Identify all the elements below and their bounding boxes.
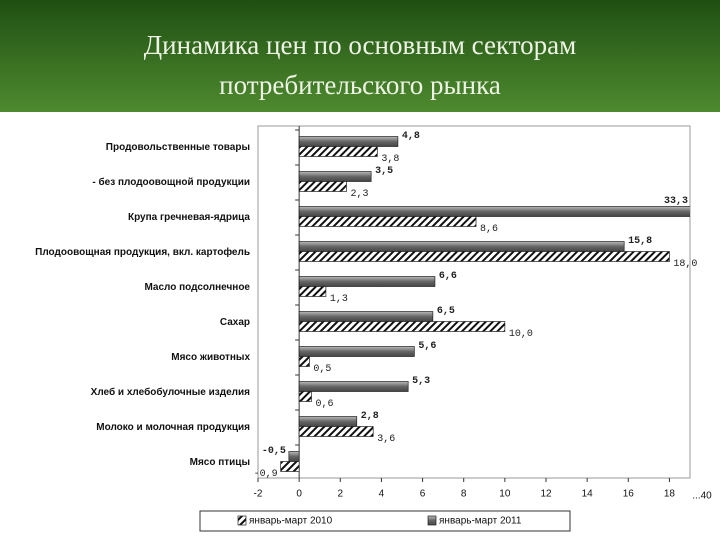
value-label: 3,8 bbox=[381, 154, 399, 165]
value-label: -0,5 bbox=[262, 446, 286, 457]
value-label: 4,8 bbox=[402, 131, 420, 142]
legend-label: январь-март 2011 bbox=[439, 516, 522, 527]
value-label: 5,3 bbox=[412, 376, 430, 387]
category-label: Крупа гречневая-ядрица bbox=[128, 212, 250, 223]
x-tick-label: 2 bbox=[338, 489, 344, 500]
bar bbox=[298, 171, 372, 182]
category-label: - без плодоовощной продукции bbox=[92, 176, 250, 188]
bar bbox=[298, 146, 378, 157]
value-label: 6,5 bbox=[437, 306, 455, 317]
bar bbox=[298, 241, 625, 252]
x-tick-label: 6 bbox=[420, 489, 426, 500]
title-line: Динамика цен по основным секторам bbox=[144, 30, 576, 60]
title-band bbox=[0, 0, 720, 112]
value-label: 8,6 bbox=[480, 224, 498, 235]
x-tick-label: -2 bbox=[254, 489, 263, 500]
bar bbox=[298, 391, 312, 402]
category-label: Хлеб и хлебобулочные изделия bbox=[91, 386, 251, 398]
bar bbox=[298, 381, 409, 392]
category-label: Плодоовощная продукция, вкл. картофель bbox=[35, 246, 250, 258]
bar bbox=[298, 276, 436, 287]
category-label: Масло подсолнечное bbox=[144, 282, 250, 293]
x-tick-label: 14 bbox=[582, 489, 594, 500]
bar bbox=[298, 346, 415, 357]
value-label: 2,8 bbox=[361, 411, 379, 422]
bar bbox=[298, 356, 310, 367]
axis-end-label: ...40 bbox=[692, 491, 712, 502]
bar bbox=[298, 286, 327, 297]
legend bbox=[199, 510, 571, 532]
legend-label: январь-март 2010 bbox=[249, 516, 333, 527]
value-label: -0,9 bbox=[254, 469, 278, 480]
bar bbox=[298, 426, 374, 437]
legend-swatch bbox=[427, 515, 437, 526]
bar bbox=[298, 136, 399, 147]
bar bbox=[298, 206, 690, 217]
bar bbox=[288, 451, 300, 462]
x-tick-label: 10 bbox=[499, 489, 511, 500]
x-tick-label: 18 bbox=[664, 489, 676, 500]
value-label: 3,5 bbox=[375, 166, 393, 177]
value-label: 0,6 bbox=[315, 399, 333, 410]
value-label: 2,3 bbox=[350, 189, 368, 200]
title-line: потребительского рынка bbox=[219, 70, 501, 100]
category-label: Продовольственные товары bbox=[106, 142, 250, 153]
bar bbox=[298, 216, 477, 227]
value-label: 0,5 bbox=[313, 364, 331, 375]
bar bbox=[298, 251, 670, 262]
value-label: 6,6 bbox=[439, 271, 457, 282]
bar bbox=[298, 181, 347, 192]
x-tick-label: 16 bbox=[623, 489, 635, 500]
value-label: 3,6 bbox=[377, 434, 395, 445]
x-tick-label: 4 bbox=[379, 489, 385, 500]
x-tick-label: 0 bbox=[296, 489, 302, 500]
bar bbox=[280, 461, 300, 472]
category-label: Мясо птицы bbox=[190, 457, 250, 468]
category-label: Молоко и молочная продукция bbox=[96, 422, 250, 433]
category-label: Мясо животных bbox=[171, 352, 250, 363]
value-label: 5,6 bbox=[418, 341, 436, 352]
legend-swatch bbox=[237, 515, 247, 526]
value-label: 1,3 bbox=[330, 294, 348, 305]
value-label: 15,8 bbox=[628, 236, 652, 247]
category-label: Сахар bbox=[220, 317, 250, 328]
x-tick-label: 12 bbox=[540, 489, 552, 500]
value-label: 18,0 bbox=[673, 259, 697, 270]
bar bbox=[298, 321, 506, 332]
value-label: 10,0 bbox=[509, 329, 533, 340]
value-label: 33,3 bbox=[664, 196, 688, 207]
x-tick-label: 8 bbox=[461, 489, 467, 500]
bar bbox=[298, 416, 358, 427]
bars bbox=[280, 136, 690, 472]
bar bbox=[298, 311, 434, 322]
